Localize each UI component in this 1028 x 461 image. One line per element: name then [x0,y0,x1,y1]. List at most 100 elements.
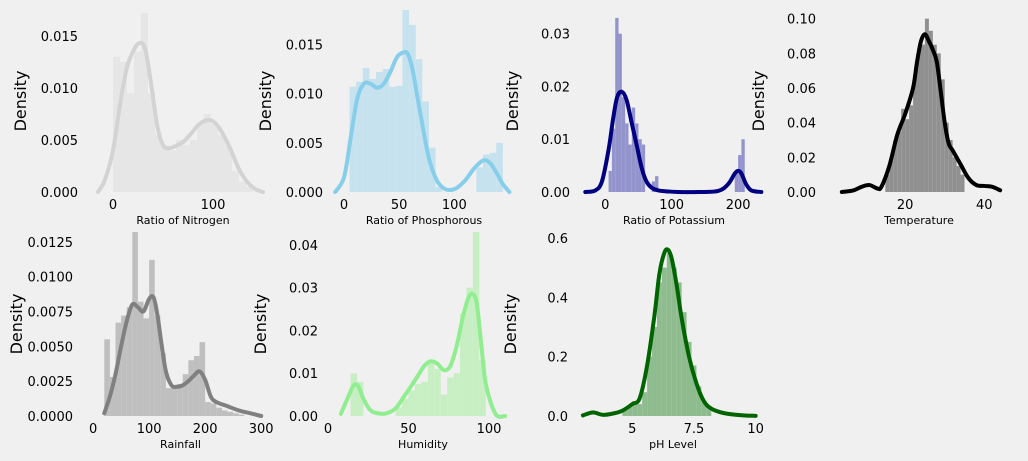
histogram-bar [210,403,217,416]
chart-panel-7: 0.0 0.2 0.4 0.6 5 7.5 10 pH Level Density [501,232,764,451]
x-tick-label: 100 [477,422,502,437]
histogram-bar [162,145,169,192]
histogram-bar [204,114,211,192]
kde-line [839,32,1003,194]
histogram-bar [642,392,648,416]
y-tick-label: 0.08 [787,47,816,62]
histogram-bar [696,386,702,416]
histogram-bar [924,18,929,192]
histogram-bar [706,407,712,416]
x-axis-label: Temperature [883,214,954,227]
x-tick-label: 100 [201,198,226,213]
histogram-bar [621,97,626,192]
histogram-bar [149,259,155,416]
y-tick-label: 0.00 [787,186,816,201]
histogram-bar [932,44,937,192]
histogram-bar [948,140,953,192]
histogram-bar [199,342,206,416]
x-tick-label: 0 [340,198,348,213]
y-tick-label: 0.0100 [28,271,74,286]
y-tick-label: 0.4 [547,291,568,306]
x-axis-label: Ratio of Potassium [623,214,725,227]
histogram-bar [389,86,396,192]
histogram-bar [121,315,127,416]
y-tick-label: 0.0000 [28,410,74,425]
histogram-bar [944,122,949,192]
histogram-bar [960,174,965,192]
histogram-bar [143,318,150,416]
y-axis-label: Density [501,294,520,355]
y-tick-label: 0.2 [547,351,568,366]
y-tick-label: 0.015 [286,38,323,53]
histogram-bar [197,124,204,192]
histogram-bar [734,170,739,192]
histogram-bar [421,381,428,416]
histogram-bar [897,131,902,192]
histogram-bar [889,160,894,192]
histogram-bar [132,232,138,416]
histogram-bar [656,282,662,416]
histogram-bar [154,315,161,416]
y-tick-label: 0.010 [41,82,78,97]
histogram-bar [622,410,628,416]
histogram-bar [232,171,239,192]
histogram-bar [476,167,484,192]
y-tick-label: 0.000 [286,186,323,201]
histogram-bar [447,377,454,416]
histogram-bar [402,10,410,192]
histogram-bar [647,356,653,416]
x-tick-label: 5 [628,422,636,437]
y-tick-label: 0.10 [787,13,816,28]
y-tick-label: 0.03 [541,28,570,43]
x-tick-label: 10 [747,422,764,437]
histogram-bar [127,93,134,192]
histogram-bar [917,49,921,192]
y-tick-label: 0.02 [541,80,570,95]
histogram-bar [913,74,918,192]
histogram-bar [909,105,914,192]
histogram-bar [227,411,234,416]
y-tick-label: 0.010 [286,88,323,103]
y-tick-label: 0.0025 [28,375,74,390]
histogram-bar [395,407,403,416]
y-tick-label: 0.01 [541,133,570,148]
histogram-bar [233,413,239,416]
y-tick-label: 0.00 [541,186,570,201]
x-axis-label: Ratio of Nitrogen [136,214,229,227]
histogram-bar [402,398,409,416]
histogram-bar [221,410,228,416]
x-tick-label: 0 [601,198,609,213]
histogram-bar [628,144,632,192]
x-axis-label: Rainfall [160,438,201,451]
histogram-bar [905,119,910,192]
histogram-bar [183,145,190,192]
histogram-bar [691,365,697,416]
histogram-bar [479,360,486,416]
y-tick-label: 0.6 [547,232,568,247]
kde-line [580,247,758,418]
histogram-bar [635,123,639,192]
histogram-bar [637,404,643,416]
histogram-bar [362,68,370,192]
histogram-bar [496,142,503,192]
x-tick-label: 100 [659,198,684,213]
y-tick-label: 0.02 [787,151,816,166]
y-tick-label: 0.04 [289,239,318,254]
x-tick-label: 40 [976,198,993,213]
histogram-bar [382,69,390,192]
histogram-bar [190,140,197,192]
y-tick-label: 0.01 [289,367,318,382]
x-tick-label: 200 [193,422,218,437]
histogram-bar [440,394,448,416]
y-tick-label: 0.0075 [28,305,74,320]
y-axis-label: Density [749,71,768,132]
y-tick-label: 0.000 [41,186,78,201]
histogram-bar [369,78,377,192]
x-tick-label: 0 [89,422,97,437]
x-tick-label: 7.5 [684,422,705,437]
histogram-bar [611,128,616,192]
histogram-bar [395,85,403,192]
